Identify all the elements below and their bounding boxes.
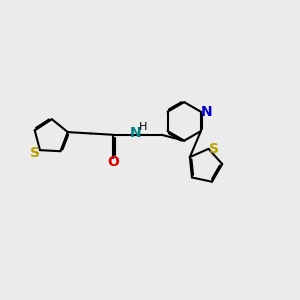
Text: H: H xyxy=(139,122,147,132)
Text: N: N xyxy=(201,105,213,119)
Text: N: N xyxy=(129,127,141,140)
Text: O: O xyxy=(107,155,119,170)
Text: S: S xyxy=(30,146,40,160)
Text: S: S xyxy=(209,142,219,156)
